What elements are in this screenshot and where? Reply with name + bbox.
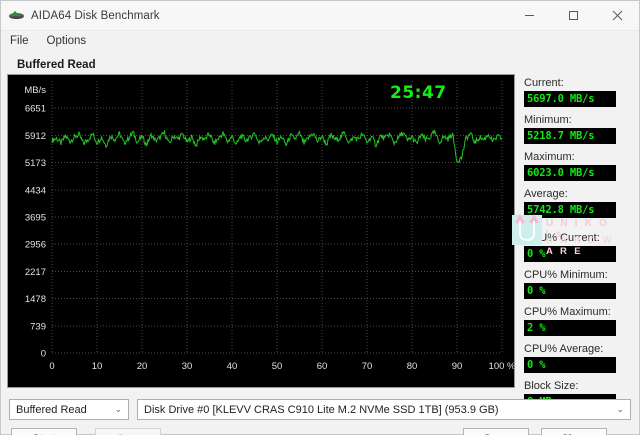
benchmark-mode-select[interactable]: Buffered Read ⌄	[9, 399, 129, 420]
window-title: AIDA64 Disk Benchmark	[31, 9, 160, 22]
stat-label-minimum: Minimum:	[524, 114, 572, 126]
stat-label-block-size: Block Size:	[524, 380, 579, 392]
svg-text:100 %: 100 %	[489, 361, 514, 372]
svg-text:90: 90	[452, 361, 463, 372]
svg-text:80: 80	[407, 361, 418, 372]
disk-drive-select[interactable]: Disk Drive #0 [KLEVV CRAS C910 Lite M.2 …	[137, 399, 631, 420]
tab-buffered-read[interactable]: Buffered Read	[17, 59, 96, 71]
stat-value-current: 5697.0 MB/s	[524, 91, 616, 107]
stat-label-maximum: Maximum:	[524, 151, 575, 163]
svg-text:0: 0	[49, 361, 54, 372]
svg-text:30: 30	[182, 361, 193, 372]
main-content: 0 739 1478 2217 2956 3695 4434 5173 5912 6651 MB/s…	[1, 74, 639, 410]
stop-button: Stop	[95, 428, 161, 435]
elapsed-timer: 25:47	[390, 83, 447, 103]
svg-text:1478: 1478	[25, 294, 46, 305]
svg-text:739: 739	[30, 321, 46, 332]
svg-text:2956: 2956	[25, 240, 46, 251]
benchmark-mode-value: Buffered Read	[16, 403, 87, 416]
svg-text:3695: 3695	[25, 213, 46, 224]
stats-panel: Current: 5697.0 MB/s Minimum: 5218.7 MB/…	[512, 74, 633, 410]
stat-label-cpu-minimum: CPU% Minimum:	[524, 269, 608, 281]
menu-item-options[interactable]: Options	[46, 35, 87, 47]
disk-drive-value: Disk Drive #0 [KLEVV CRAS C910 Lite M.2 …	[144, 403, 499, 416]
maximize-icon[interactable]	[551, 1, 595, 31]
svg-text:70: 70	[362, 361, 373, 372]
window-controls	[507, 1, 639, 31]
svg-text:MB/s: MB/s	[24, 85, 46, 96]
chevron-down-icon: ⌄	[114, 404, 122, 414]
svg-text:5173: 5173	[25, 158, 46, 169]
svg-text:60: 60	[317, 361, 328, 372]
svg-text:10: 10	[92, 361, 103, 372]
stat-label-cpu-average: CPU% Average:	[524, 343, 604, 355]
action-button-row: Start Stop Save Clear	[9, 428, 631, 435]
svg-text:40: 40	[227, 361, 238, 372]
svg-text:50: 50	[272, 361, 283, 372]
stat-value-cpu-minimum: 0 %	[524, 283, 616, 299]
menu-item-file[interactable]: File	[10, 35, 29, 47]
menu-bar: File Options	[1, 31, 639, 52]
title-bar: AIDA64 Disk Benchmark	[1, 1, 639, 31]
close-icon[interactable]	[595, 1, 639, 31]
stat-label-average: Average:	[524, 188, 568, 200]
graph-canvas: 0 739 1478 2217 2956 3695 4434 5173 5912 6651 MB/s…	[24, 81, 514, 372]
stat-label-cpu-maximum: CPU% Maximum:	[524, 306, 611, 318]
svg-text:20: 20	[137, 361, 148, 372]
svg-text:4434: 4434	[25, 185, 46, 196]
svg-text:2217: 2217	[25, 267, 46, 278]
stat-value-cpu-average: 0 %	[524, 357, 616, 373]
save-button[interactable]: Save	[463, 428, 529, 435]
stat-label-current: Current:	[524, 77, 564, 89]
stat-value-cpu-maximum: 2 %	[524, 320, 616, 336]
clear-button[interactable]: Clear	[541, 428, 607, 435]
svg-text:0: 0	[41, 349, 46, 360]
bottom-controls: Buffered Read ⌄ Disk Drive #0 [KLEVV CRA…	[1, 393, 639, 435]
tab-strip: Buffered Read	[1, 52, 639, 74]
start-button[interactable]: Start	[11, 428, 77, 435]
stat-value-maximum: 6023.0 MB/s	[524, 165, 616, 181]
stat-value-average: 5742.8 MB/s	[524, 202, 616, 218]
benchmark-graph: 0 739 1478 2217 2956 3695 4434 5173 5912 6651 MB/s…	[7, 74, 515, 388]
disk-benchmark-icon	[9, 8, 25, 24]
svg-text:6651: 6651	[25, 104, 46, 115]
selector-row: Buffered Read ⌄ Disk Drive #0 [KLEVV CRA…	[9, 399, 631, 420]
chevron-down-icon: ⌄	[616, 404, 624, 414]
minimize-icon[interactable]	[507, 1, 551, 31]
svg-text:5912: 5912	[25, 131, 46, 142]
stat-value-cpu-current: 0 %	[524, 246, 616, 262]
stat-label-cpu-current: CPU% Current:	[524, 232, 600, 244]
stat-value-minimum: 5218.7 MB/s	[524, 128, 616, 144]
